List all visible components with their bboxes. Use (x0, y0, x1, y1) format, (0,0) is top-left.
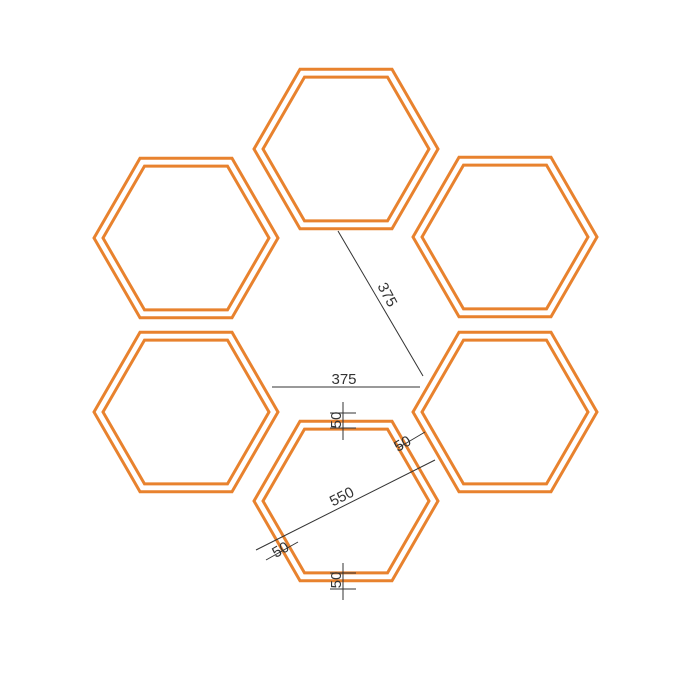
hexagon-inner-bottom (261, 427, 431, 575)
hexagon-frames (92, 67, 599, 583)
dim-line-550 (255, 459, 436, 551)
dim-label-50-right: 50 (391, 433, 414, 456)
dim-label-550: 550 (327, 484, 357, 511)
hexagon-cell-bottom (252, 419, 440, 583)
dimension-labels: 375 375 50 50 550 50 50 (269, 280, 414, 588)
hexagon-cell-upper-right (411, 155, 599, 319)
hexagon-outer-upper-left (92, 156, 280, 320)
hexagon-cell-lower-right (411, 330, 599, 494)
dimension-lines (255, 230, 436, 600)
hexagon-inner-upper-right (420, 163, 590, 311)
dim-label-50-left: 50 (269, 539, 292, 562)
dim-label-50-bottom: 50 (328, 572, 345, 589)
dim-line-50-right (397, 431, 426, 449)
dim-label-50-top: 50 (328, 412, 345, 429)
dim-label-375-diagonal: 375 (374, 280, 401, 310)
hexagon-outer-lower-right (411, 330, 599, 494)
hexagon-outer-lower-left (92, 330, 280, 494)
hexagon-cell-top (252, 67, 440, 231)
dim-line-375-diagonal (337, 230, 424, 377)
dim-label-375-horizontal: 375 (331, 371, 356, 388)
hexagon-outer-upper-right (411, 155, 599, 319)
hexagon-cell-upper-left (92, 156, 280, 320)
hexagon-inner-top (261, 75, 431, 223)
dim-line-50-left (265, 541, 299, 561)
hexagon-outer-top (252, 67, 440, 231)
hexagon-inner-upper-left (101, 164, 271, 312)
hexagon-inner-lower-left (101, 338, 271, 486)
hexagon-inner-lower-right (420, 338, 590, 486)
hexagon-outer-bottom (252, 419, 440, 583)
hexagon-cell-lower-left (92, 330, 280, 494)
